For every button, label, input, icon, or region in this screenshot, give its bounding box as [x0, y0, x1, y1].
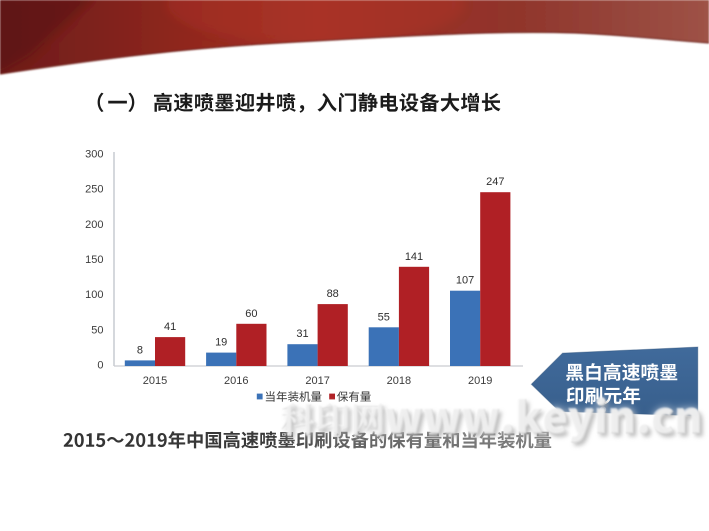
svg-text:0: 0	[97, 360, 103, 372]
svg-text:2015: 2015	[143, 375, 167, 387]
svg-text:19: 19	[215, 337, 227, 349]
svg-text:2018: 2018	[387, 375, 411, 387]
svg-text:247: 247	[486, 176, 504, 188]
svg-text:2016: 2016	[224, 375, 248, 387]
svg-text:31: 31	[296, 328, 308, 340]
svg-text:2017: 2017	[305, 375, 329, 387]
svg-text:8: 8	[137, 344, 143, 356]
svg-text:250: 250	[85, 184, 103, 196]
svg-text:107: 107	[456, 275, 474, 287]
svg-text:55: 55	[378, 311, 390, 323]
svg-text:100: 100	[85, 289, 103, 301]
svg-text:300: 300	[85, 148, 103, 160]
svg-text:60: 60	[245, 308, 257, 320]
svg-text:88: 88	[327, 288, 339, 300]
svg-text:41: 41	[164, 321, 176, 333]
svg-text:2019: 2019	[468, 375, 492, 387]
svg-text:141: 141	[405, 251, 423, 263]
svg-text:150: 150	[85, 254, 103, 266]
svg-text:50: 50	[91, 324, 103, 336]
svg-text:200: 200	[85, 219, 103, 231]
